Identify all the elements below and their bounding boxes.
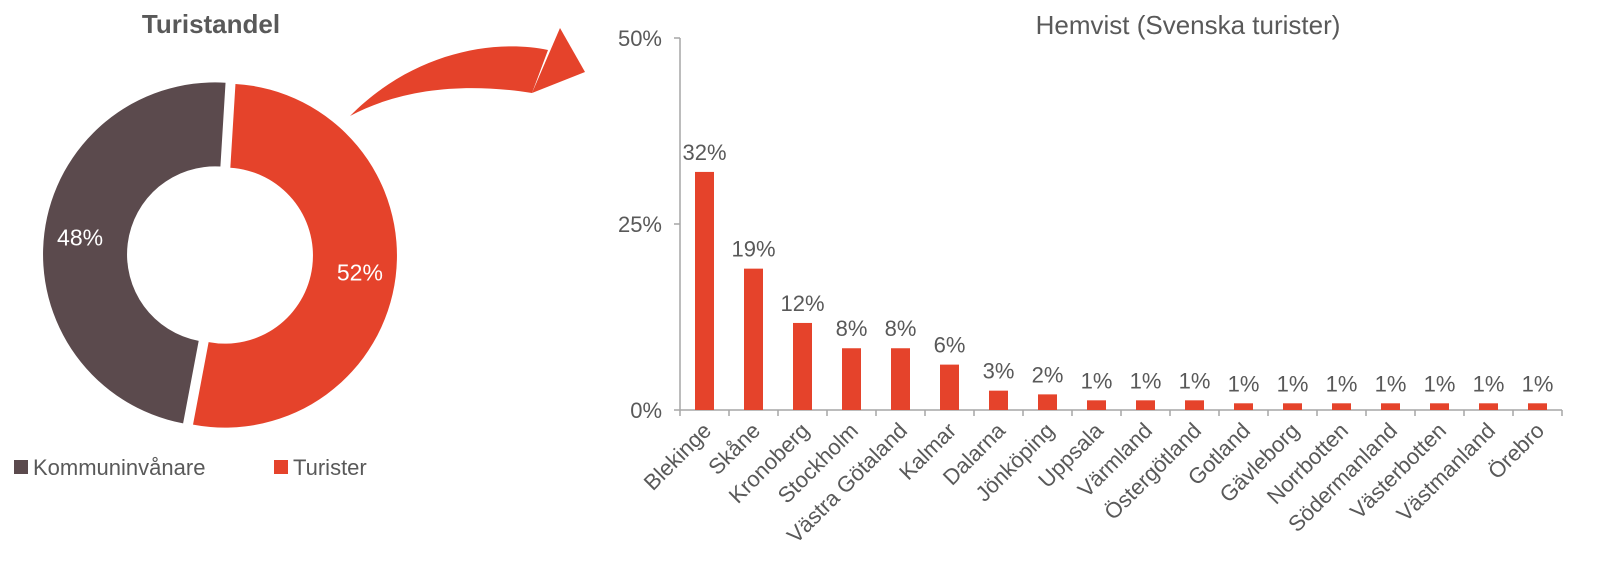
data-label-kronoberg: 12%: [780, 291, 824, 316]
legend-swatch-turister: [274, 460, 288, 474]
x-tick-label-orebro: Örebro: [1483, 418, 1549, 484]
bar-gavleborg: [1283, 403, 1302, 410]
bar-sodermanland: [1381, 403, 1400, 410]
bar-uppsala: [1087, 400, 1106, 410]
bar-blekinge: [695, 171, 714, 410]
bar-orebro: [1528, 403, 1547, 410]
bar-kalmar: [940, 364, 959, 410]
data-label-kalmar: 6%: [934, 333, 966, 358]
x-axis: [679, 409, 1563, 416]
y-tick-label: 25%: [618, 212, 662, 237]
data-label-uppsala: 1%: [1081, 368, 1113, 393]
legend-swatch-kommuninvanare: [14, 460, 28, 474]
data-label-sodermanland: 1%: [1375, 371, 1407, 396]
data-label-varmland: 1%: [1130, 368, 1162, 393]
y-axis: 0% 25% 50%: [618, 26, 681, 423]
data-label-gavleborg: 1%: [1277, 371, 1309, 396]
bar-dalarna: [989, 390, 1008, 410]
legend-label-kommuninvanare: Kommuninvånare: [33, 455, 205, 480]
donut-title: Turistandel: [142, 9, 280, 39]
bar-ostergotland: [1185, 400, 1204, 410]
y-tick-label: 50%: [618, 26, 662, 51]
data-label-jonkoping: 2%: [1032, 362, 1064, 387]
bar-gotland: [1234, 403, 1253, 410]
bar-vasterbotten: [1430, 403, 1449, 410]
data-label-blekinge: 32%: [682, 140, 726, 165]
donut-slice-kommuninvanare: [43, 82, 226, 424]
data-label-vastra-gotaland: 8%: [885, 316, 917, 341]
donut-label-turister: 52%: [337, 259, 383, 285]
data-label-norrbotten: 1%: [1326, 371, 1358, 396]
x-tick-label-blekinge: Blekinge: [639, 418, 716, 495]
data-label-dalarna: 3%: [983, 359, 1015, 384]
bar-chart: Hemvist (Svenska turister) 0% 25% 50% 32% 1…: [618, 10, 1563, 548]
data-label-stockholm: 8%: [836, 316, 868, 341]
donut-chart: Turistandel 52% 48%: [43, 9, 397, 428]
bar-vastmanland: [1479, 403, 1498, 410]
data-label-orebro: 1%: [1522, 371, 1554, 396]
bar-norrbotten: [1332, 403, 1351, 410]
bar-vastra-gotaland: [891, 348, 910, 410]
y-tick-label: 0%: [630, 398, 662, 423]
bar-kronoberg: [793, 322, 812, 410]
data-label-vastmanland: 1%: [1473, 371, 1505, 396]
legend-label-turister: Turister: [293, 455, 367, 480]
data-label-ostergotland: 1%: [1179, 368, 1211, 393]
data-label-skane: 19%: [731, 237, 775, 262]
donut-legend: Kommuninvånare Turister: [14, 455, 367, 480]
curved-arrow-decoration: [350, 28, 585, 116]
bar-chart-title: Hemvist (Svenska turister): [1036, 10, 1341, 40]
bar-stockholm: [842, 348, 861, 410]
data-label-gotland: 1%: [1228, 371, 1260, 396]
data-label-vasterbotten: 1%: [1424, 371, 1456, 396]
bar-skane: [744, 268, 763, 410]
bar-varmland: [1136, 400, 1155, 410]
donut-slice-turister: [193, 83, 397, 428]
donut-label-kommuninvanare: 48%: [57, 225, 103, 251]
bar-jonkoping: [1038, 394, 1057, 410]
